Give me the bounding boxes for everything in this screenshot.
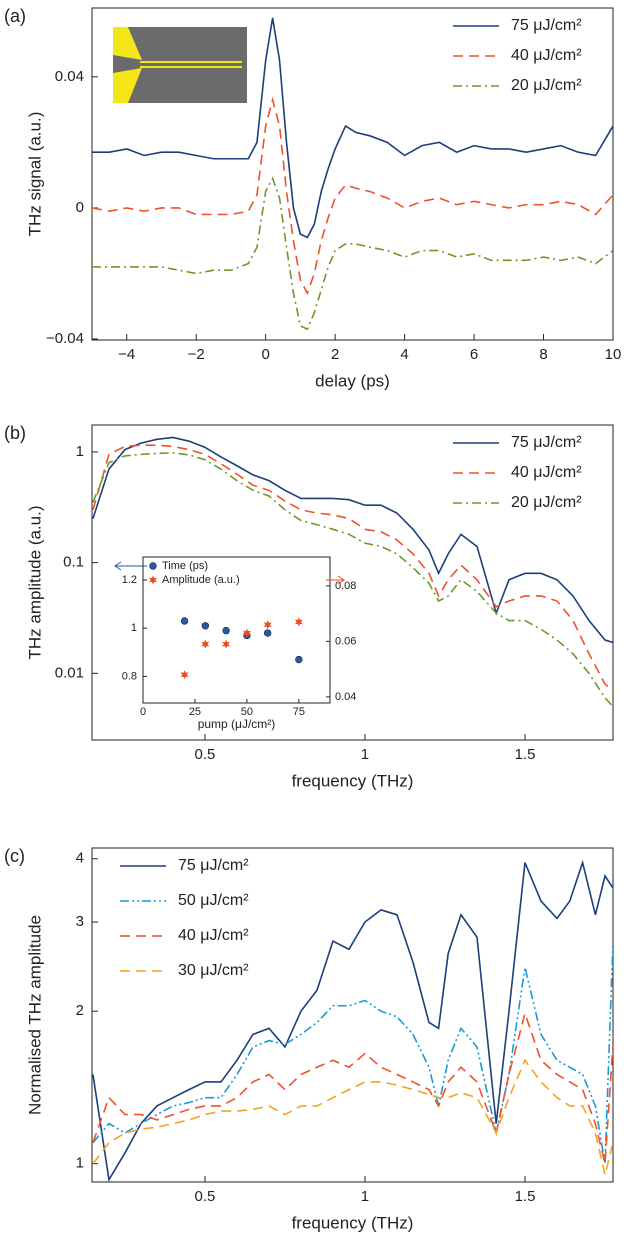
x-tick-label: 0 [140,706,146,718]
data-point [263,620,272,630]
series-line [92,1010,613,1164]
series-line [92,436,613,644]
legend-label: 40 μJ/cm² [511,464,582,481]
panel-label: (a) [4,6,26,26]
x-axis-label: frequency (THz) [292,1213,414,1232]
x-tick-label: 1.5 [515,1188,536,1205]
y2-tick-label: 0.06 [335,635,356,647]
plot-area [92,436,613,708]
data-point [180,617,189,625]
data-point [295,655,303,664]
x-tick-label: 75 [293,706,305,718]
device-schematic [113,27,247,103]
plot-frame [91,847,614,1183]
y2-tick-label: 0.08 [335,580,356,592]
x-tick-label: −2 [188,346,205,363]
legend-label: 30 μJ/cm² [178,962,249,979]
x-tick-label: 2 [331,346,339,363]
x-tick-label: 0.5 [195,746,216,763]
series-line [92,941,613,1164]
y-tick-label: 4 [76,850,84,867]
x-tick-label: 4 [400,346,408,363]
x-tick-label: −4 [118,346,135,363]
axis-arrow [114,561,147,571]
schematic-bg [113,27,247,103]
legend-label: Time (ps) [162,560,208,572]
data-point [201,622,210,630]
data-point [263,629,272,637]
data-point [242,628,251,638]
legend-label: 75 μJ/cm² [511,434,582,451]
x-tick-label: 0.5 [195,1188,216,1205]
legend-label: 20 μJ/cm² [511,77,582,94]
schematic-line [140,66,242,68]
y-tick-label: 0.8 [122,670,137,682]
data-point [149,562,157,570]
panel: (a) −4 −2 0 2 4 6 8 10 −0.04 0 0.04 delay (ps) THz si… [4,6,621,391]
panel: 0 25 50 75 0.8 1 1.2 0.04 0.06 0.08 pump (μJ/cm²) T… [114,556,356,731]
x-axis-label: frequency (THz) [292,771,414,790]
x-tick-label: 6 [470,346,478,363]
y-tick-label: 1 [131,622,137,634]
data-point [294,617,303,627]
y-tick-label: 0.04 [55,68,84,85]
legend-label: 50 μJ/cm² [178,892,249,909]
series-line [92,96,613,296]
x-tick-label: 50 [241,706,253,718]
plot-area [92,859,613,1182]
x-tick-label: 1 [361,746,369,763]
y-axis-label: Normalised THz amplitude [25,915,44,1115]
panel-label: (c) [4,846,25,866]
series-line [92,17,613,239]
series-line [92,444,613,692]
y-tick-label: 1 [76,1155,84,1172]
plot-area [180,617,303,680]
panel: (c) 0.5 1 1.5 1 2 3 4 frequency (THz) Normalised … [4,846,614,1232]
data-point [149,575,157,585]
data-point [201,639,210,649]
y-axis-label: THz amplitude (a.u.) [25,506,44,660]
plot-area [92,17,613,331]
series-line [92,176,613,331]
y-tick-label: 1.2 [122,574,137,586]
x-tick-label: 0 [261,346,269,363]
x-axis-label: delay (ps) [315,371,390,390]
y-tick-label: −0.04 [46,330,84,347]
series-line [92,859,613,1182]
x-axis-label: pump (μJ/cm²) [198,717,276,731]
schematic-electrode [113,68,142,103]
y-tick-label: 0.01 [55,664,84,681]
data-point [222,639,231,649]
y-tick-label: 3 [76,913,84,930]
axis-arrow [326,575,345,585]
panel-label: (b) [4,423,26,443]
legend-label: 75 μJ/cm² [178,857,249,874]
plot-frame [142,556,331,704]
legend-label: 40 μJ/cm² [178,927,249,944]
x-tick-label: 1.5 [515,746,536,763]
series-line [92,1058,613,1176]
y2-tick-label: 0.04 [335,691,356,703]
x-tick-label: 10 [605,346,622,363]
series-line [92,452,613,708]
legend-label: 75 μJ/cm² [511,17,582,34]
schematic-line [140,61,242,63]
y-tick-label: 0.1 [63,554,84,571]
legend-label: 20 μJ/cm² [511,494,582,511]
legend-label: 40 μJ/cm² [511,47,582,64]
schematic-electrode [113,27,142,60]
y-axis-label: THz signal (a.u.) [25,112,44,237]
data-point [222,626,230,635]
legend-label: Amplitude (a.u.) [162,574,240,586]
x-tick-label: 1 [361,1188,369,1205]
y-tick-label: 0 [76,199,84,216]
x-tick-label: 25 [189,706,201,718]
x-tick-label: 8 [539,346,547,363]
y-tick-label: 2 [76,1002,84,1019]
data-point [180,670,189,680]
y-tick-label: 1 [76,443,84,460]
